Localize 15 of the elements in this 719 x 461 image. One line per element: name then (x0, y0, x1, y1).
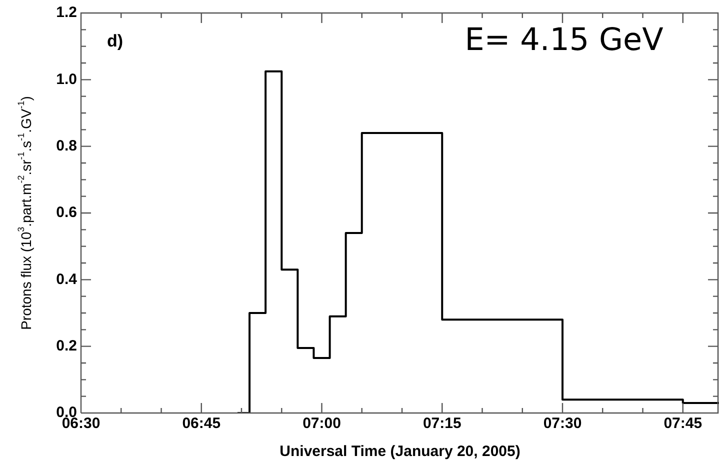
y-tick-label: 0.4 (56, 270, 78, 288)
y-tick-label: 1.0 (56, 70, 77, 88)
text: Protons flux (103.part.m-2.sr-1.s-1.GV-1) (16, 96, 34, 330)
y-tick-label: 0.2 (56, 337, 77, 354)
annotation: E= 4.15 GeV (464, 22, 664, 58)
y-tick-label: 0.6 (56, 204, 77, 222)
annotation: d) (107, 32, 124, 51)
x-tick-label: 07:30 (543, 415, 582, 432)
x-axis-title: Universal Time (January 20, 2005) (280, 443, 520, 460)
x-tick-label: 06:45 (182, 415, 221, 432)
x-tick-label: 07:45 (664, 415, 702, 432)
y-tick-label: 0.8 (56, 137, 77, 154)
x-tick-label: 07:15 (422, 415, 462, 432)
y-tick-label: 1.2 (56, 4, 77, 22)
x-tick-label: 07:00 (302, 415, 341, 432)
